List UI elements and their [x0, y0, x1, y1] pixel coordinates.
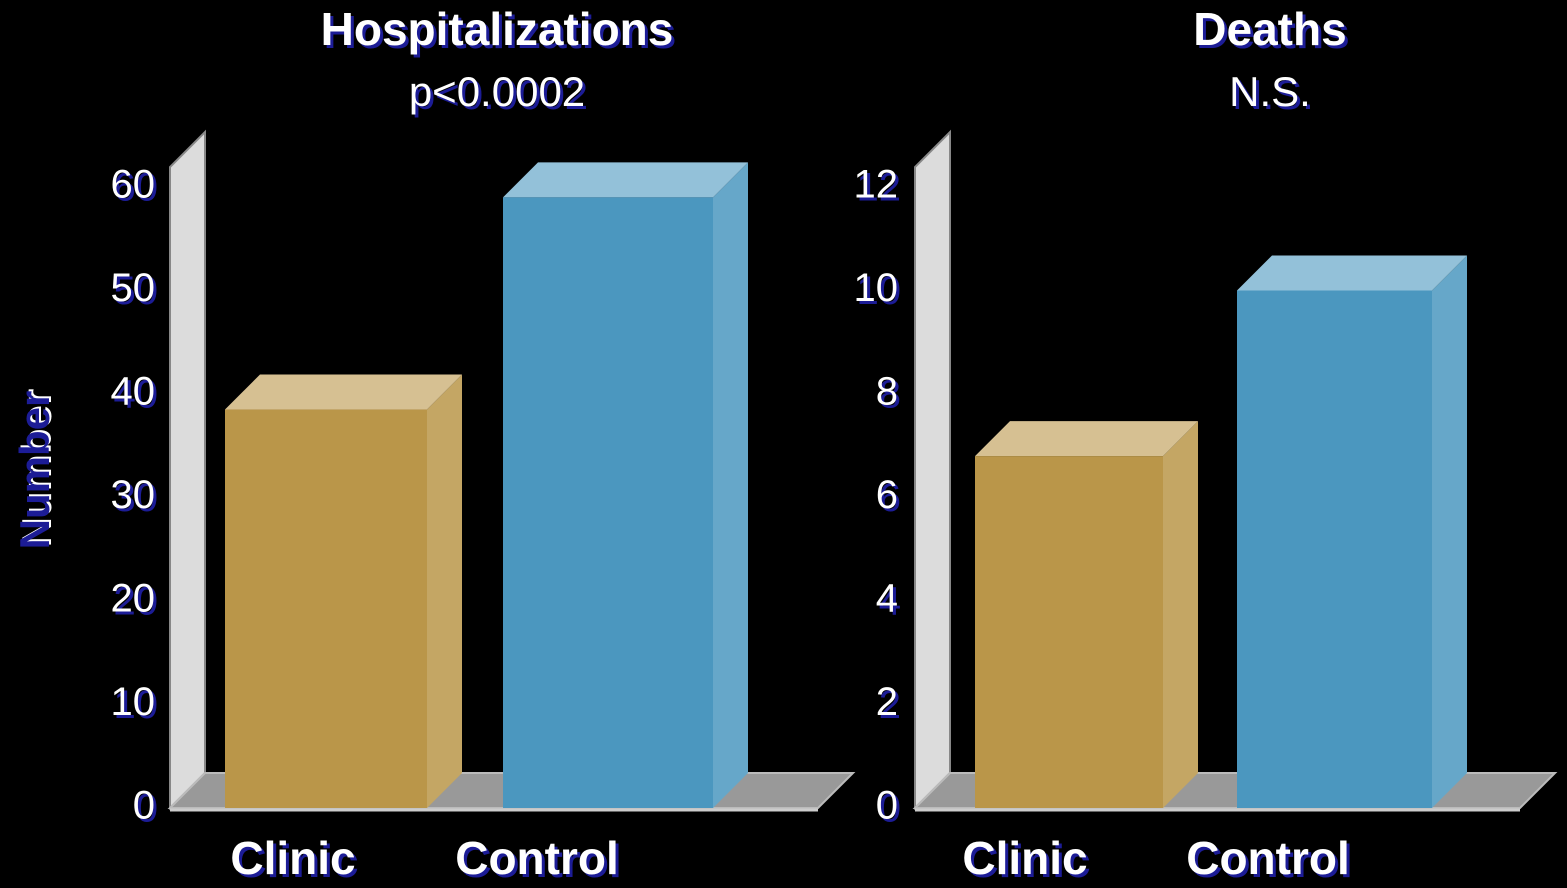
- y-tick-label: 0: [133, 784, 155, 828]
- y-tick-label: 2: [876, 680, 898, 724]
- y-tick-label: 20: [111, 577, 156, 621]
- y-tick-label: 40: [111, 370, 156, 414]
- chart-title: Hospitalizations: [321, 3, 674, 55]
- bar: [225, 409, 427, 808]
- chart-subtitle: N.S.: [1229, 68, 1311, 115]
- x-tick-label: Clinic: [962, 832, 1087, 884]
- y-tick-label: 30: [111, 473, 156, 517]
- y-tick-label: 60: [111, 163, 156, 207]
- bar-top: [975, 421, 1198, 457]
- y-tick-label: 0: [876, 784, 898, 828]
- x-tick-label: Control: [455, 832, 619, 884]
- bar: [503, 197, 713, 809]
- y-tick-label: 10: [854, 266, 899, 310]
- y-axis-label: Number: [11, 391, 58, 550]
- bar-side: [1432, 255, 1467, 808]
- x-tick-label: Control: [1186, 832, 1350, 884]
- bar-side: [713, 162, 748, 809]
- bar-top: [225, 374, 462, 410]
- bar-side: [1163, 421, 1198, 808]
- y-tick-label: 6: [876, 473, 898, 517]
- bar-side: [427, 374, 462, 808]
- bar: [1237, 290, 1432, 808]
- y-tick-label: 4: [876, 577, 898, 621]
- x-tick-label: Clinic: [230, 832, 355, 884]
- bar: [975, 456, 1163, 808]
- y-tick-label: 10: [111, 680, 156, 724]
- y-tick-label: 12: [854, 163, 899, 207]
- chart-title: Deaths: [1193, 3, 1346, 55]
- bar-top: [503, 162, 748, 198]
- bar-top: [1237, 255, 1467, 291]
- back-wall: [914, 129, 951, 811]
- chart-subtitle: p<0.0002: [409, 68, 585, 115]
- y-tick-label: 50: [111, 266, 156, 310]
- back-wall: [169, 129, 206, 811]
- y-tick-label: 8: [876, 370, 898, 414]
